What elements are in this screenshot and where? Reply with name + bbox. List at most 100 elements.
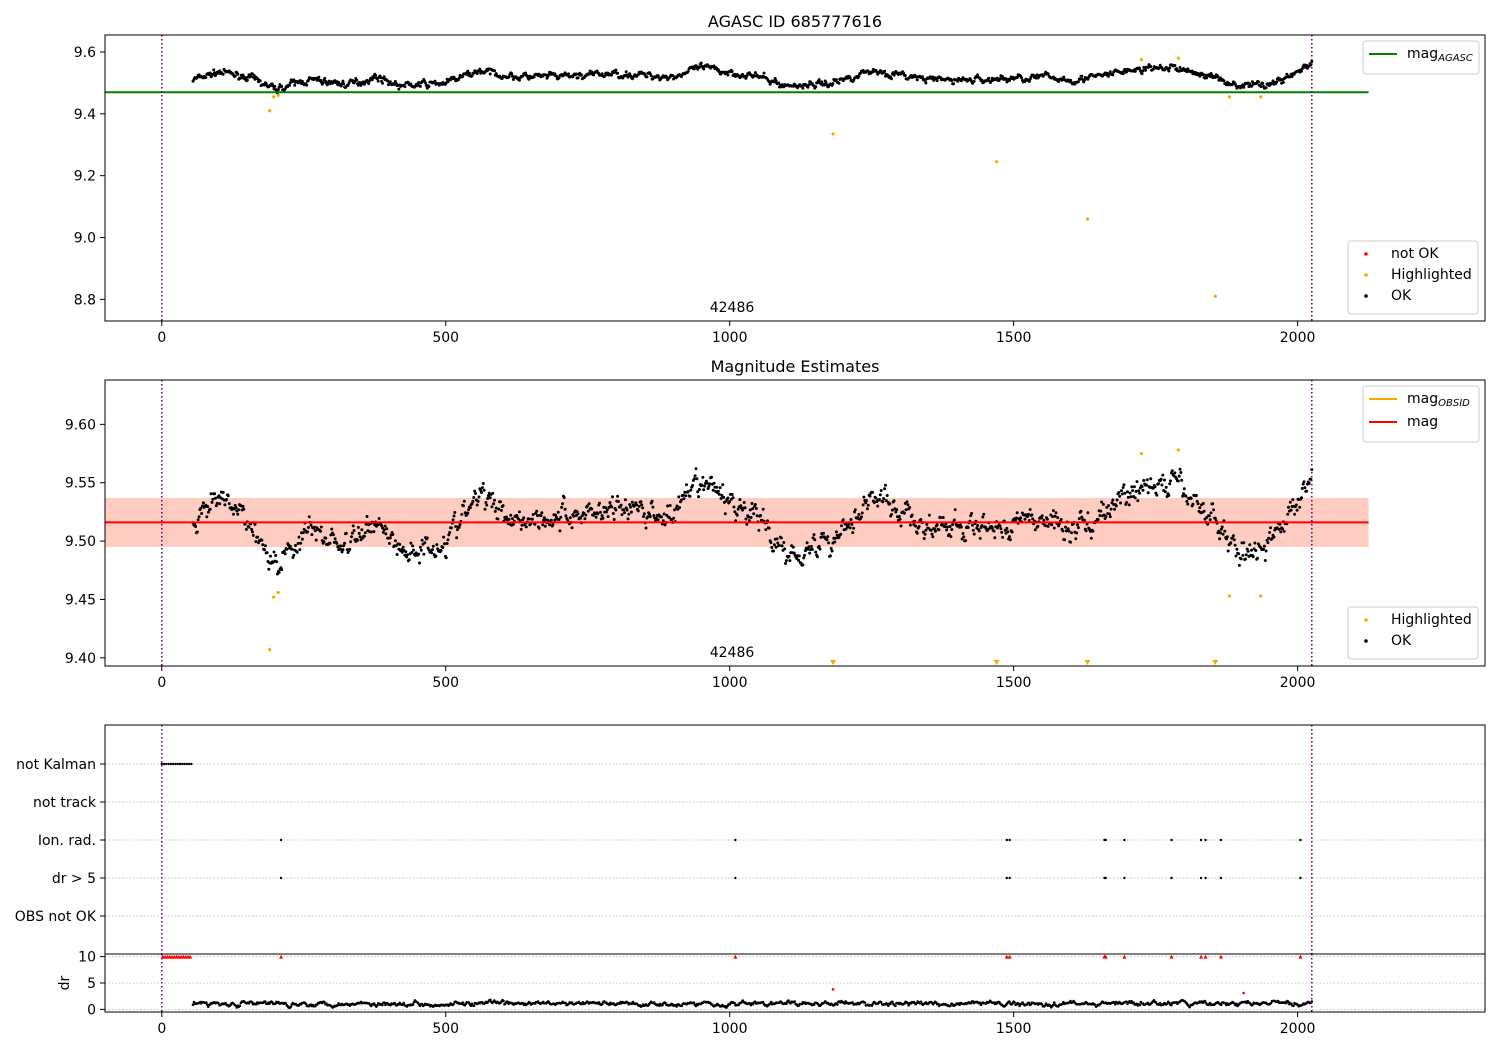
p2-ok-point [684,494,688,498]
p2-ok-point [537,526,541,530]
p2-ok-point [1142,478,1146,482]
p2-ok-point [533,522,537,526]
p2-ok-point [1234,554,1238,558]
p2-ok-point [217,494,221,498]
p2-ok-point [1064,529,1068,533]
p2-ok-point [1244,553,1248,557]
p1-ok-point [1167,69,1171,73]
p2-ok-point [535,509,539,513]
p2-ok-point [764,528,768,532]
p2-ok-point [1206,522,1210,526]
p1-ok-point [1242,85,1246,89]
p2-ok-point [1067,529,1071,533]
p2-ok-point [338,547,342,551]
p2-ok-point [1173,471,1177,475]
p2-ok-point [772,549,775,553]
p2-ok-point [1108,515,1112,519]
panel1-frame [104,34,1486,322]
p2-ok-point [681,493,685,497]
p1-highlighted-point [831,132,835,136]
p2-ok-point [945,528,949,532]
flag-point [183,762,186,766]
p2-ok-point [813,538,817,542]
p2-ok-point [201,501,205,505]
p2-ok-point [490,505,494,509]
p1-ok-point [1020,76,1023,80]
p2-ok-point [718,486,722,490]
p2-ok-point [444,556,448,560]
p2-ok-point [962,535,966,539]
p2-ok-point [583,517,587,521]
p1-ok-point [697,65,701,69]
p2-ok-point [1096,518,1100,522]
p2-ok-point [872,501,876,505]
p2-ok-point [711,488,715,492]
p2-ok-point [1289,508,1293,512]
p2-ok-point [1184,494,1188,498]
p2-ok-point [587,502,591,506]
p2-ok-point [1146,491,1150,495]
dr-clipped-marker [733,954,738,959]
dr-point [793,1000,796,1003]
p2-legend-point-swatch-1 [1364,639,1368,643]
p1-ok-point [1138,69,1142,73]
p2-ok-point [207,510,210,514]
p2-ok-point [431,548,434,552]
p2-ok-point [1281,527,1284,531]
p2-ok-point [730,493,734,496]
p1-ok-point [379,76,383,80]
p2-ok-point [1113,507,1117,511]
p2-ok-point [721,483,725,487]
p2-ok-point [917,525,921,528]
p2-ok-point [1163,490,1167,494]
p2-ok-point [1176,479,1180,483]
p1-ok-point [806,85,810,89]
p2-ok-point [419,548,423,552]
p2-ok-point [753,503,757,506]
p2-ok-point [662,512,666,516]
p2-ok-point [922,537,926,540]
p2-ok-point [319,525,323,529]
p2-ok-point [405,555,409,559]
p2-ok-point [448,531,452,534]
p2-ok-point [1127,503,1131,507]
flag-point [178,762,182,766]
p2-ok-point [608,501,612,505]
p2-ok-point [641,506,645,510]
p2-ok-point [865,499,868,503]
p2-ok-point [1104,515,1108,519]
dr-point [894,1004,897,1008]
p2-ok-point [1125,501,1129,504]
dr-point [191,1003,195,1006]
p2-ok-point [236,512,240,516]
p2-ok-point [362,534,366,538]
p2-ok-point [1167,494,1171,497]
p2-ok-point [1111,498,1115,502]
p2-ok-point [1031,517,1035,521]
dr-point [1170,1003,1173,1007]
p2-ok-point [300,537,304,541]
p1-ok-point [744,76,748,80]
p2-ok-point [476,499,480,503]
p2-ok-point [1266,541,1270,545]
p2-ok-point [1305,489,1309,493]
p2-ok-point [628,503,632,507]
p2-ok-point [642,515,645,518]
p2-ok-point [924,528,928,532]
dr-clipped-marker [188,954,193,959]
flag-point [187,762,191,766]
p2-ok-point [511,522,515,526]
p2-ok-point [263,548,266,552]
p1-ok-point [510,72,514,76]
p2-ok-point [810,547,814,551]
p2-ok-point [1267,536,1271,540]
p2-ok-point [723,512,727,516]
p2-ok-point [247,525,251,529]
p2-ok-point [441,546,445,549]
p2-ok-point [857,513,861,516]
flag-point [1005,876,1009,880]
dr-point [863,1001,867,1004]
p2-ok-point [639,500,643,504]
p1-ok-point [1300,69,1303,73]
panel1-annotation: 42486 [710,300,755,316]
